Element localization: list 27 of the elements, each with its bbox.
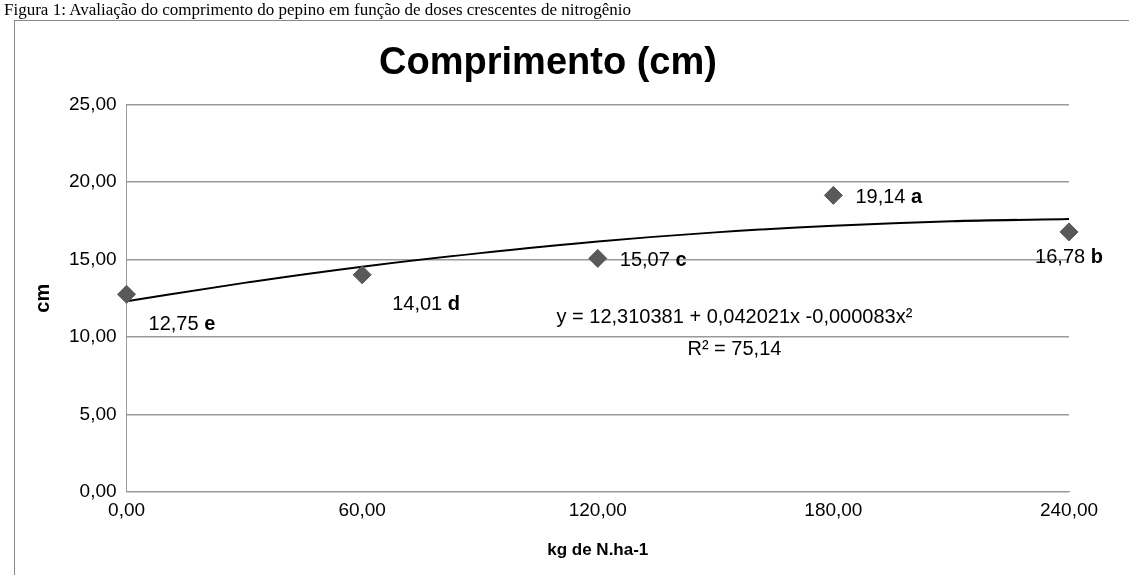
annotation: R² = 75,14 xyxy=(687,337,782,360)
point xyxy=(1059,222,1079,242)
x-tick-label: 0,00 xyxy=(108,499,146,521)
y-tick-label: 5,00 xyxy=(79,402,117,424)
data-label: 19,14 a xyxy=(855,184,923,207)
y-tick-label: 10,00 xyxy=(69,325,117,347)
x-axis-title: kg de N.ha-1 xyxy=(547,540,649,560)
y-tick-label: 25,00 xyxy=(69,92,117,114)
chart-title: Comprimento (cm) xyxy=(379,40,717,83)
annotation: y = 12,310381 + 0,042021x -0,000083x² xyxy=(556,305,913,328)
point xyxy=(117,284,137,304)
y-axis-title: cm xyxy=(30,283,53,313)
data-label: 14,01 d xyxy=(392,292,460,315)
x-tick-label: 60,00 xyxy=(338,499,386,521)
x-tick-label: 240,00 xyxy=(1039,499,1099,521)
x-tick-label: 180,00 xyxy=(804,499,863,521)
point xyxy=(352,265,372,285)
x-tick-label: 120,00 xyxy=(568,499,627,521)
y-tick-label: 0,00 xyxy=(79,480,117,502)
data-label: 12,75 e xyxy=(148,311,216,334)
point xyxy=(588,248,608,268)
data-label: 16,78 b xyxy=(1035,245,1103,268)
text: Figura 1: Avaliação do comprimento do pepino em função de doses crescentes de nitrogênio xyxy=(3,0,633,20)
y-tick-label: 15,00 xyxy=(69,247,117,269)
point xyxy=(823,185,843,205)
data-label: 15,07 c xyxy=(619,247,687,270)
y-tick-label: 20,00 xyxy=(69,170,117,192)
